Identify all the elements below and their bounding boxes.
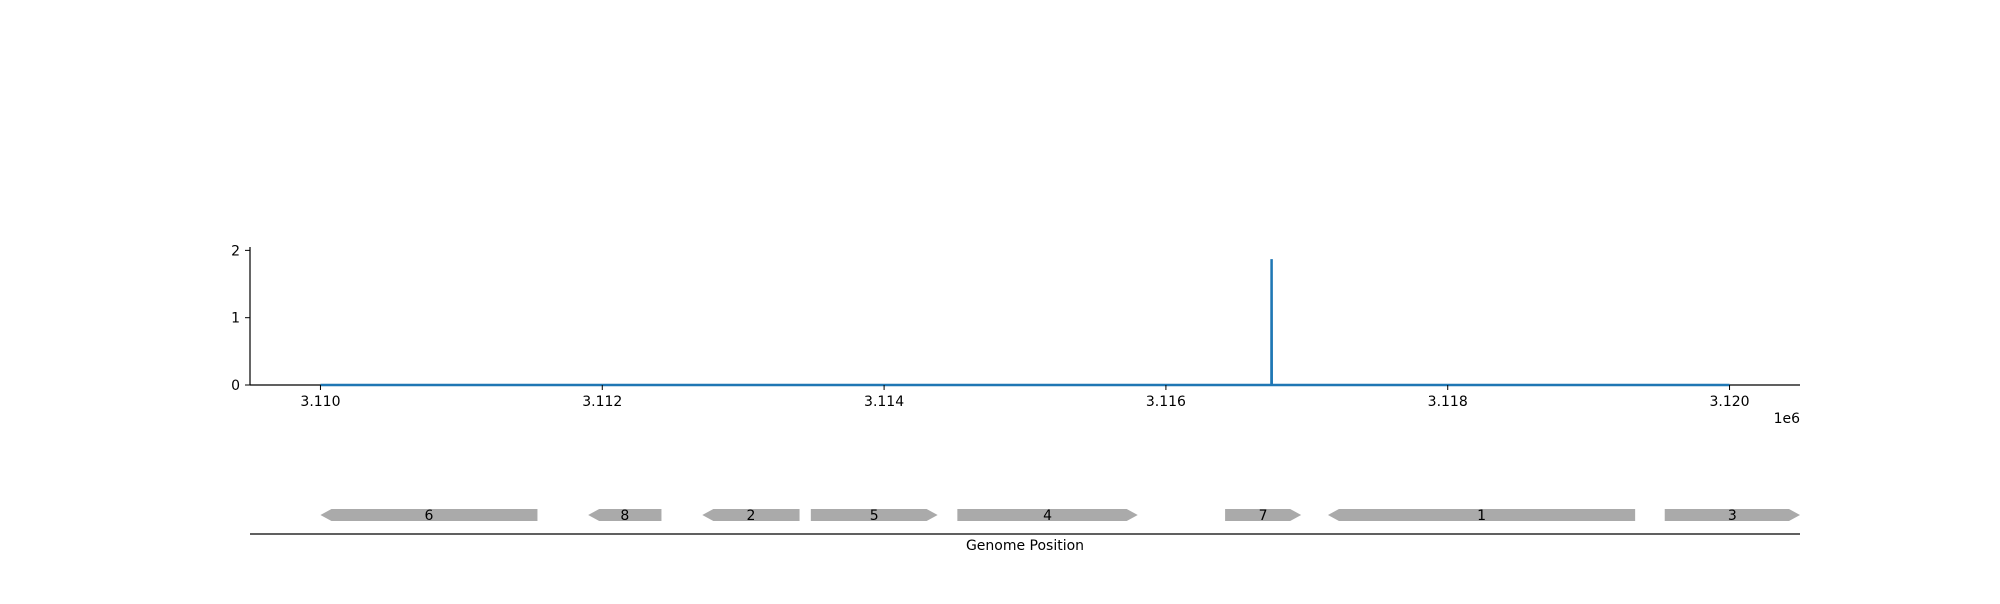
gene-label: 1 (1477, 508, 1486, 524)
gene-arrow (1664, 509, 1800, 521)
x-axis-offset-label: 1e6 (1774, 411, 1801, 427)
y-tick-label: 1 (231, 311, 240, 327)
x-tick-label: 3.116 (1146, 394, 1186, 410)
gene-track-xlabel: Genome Position (966, 538, 1084, 554)
gene-arrow (1327, 509, 1636, 521)
gene-label: 7 (1259, 508, 1268, 524)
gene-label: 5 (870, 508, 879, 524)
x-tick-label: 3.112 (582, 394, 622, 410)
x-tick-label: 3.120 (1709, 394, 1749, 410)
x-tick-label: 3.114 (864, 394, 904, 410)
gene-arrow (810, 509, 938, 521)
x-tick-label: 3.110 (300, 394, 340, 410)
coverage-series-line (320, 259, 1730, 387)
gene-arrow (320, 509, 538, 521)
gene-track: 6 8 2 5 4 7 1 3 (250, 508, 1800, 535)
x-tick-label: 3.118 (1428, 394, 1468, 410)
gene-arrow (1225, 509, 1302, 521)
gene-arrow (957, 509, 1138, 521)
gene-label: 3 (1728, 508, 1737, 524)
y-tick-label: 2 (231, 243, 240, 259)
gene-arrow (702, 509, 800, 521)
x-axis-ticks: 3.110 3.112 3.114 3.116 3.118 3.120 (300, 385, 1750, 410)
gene-arrow (588, 509, 662, 521)
coverage-plot (249, 247, 1800, 387)
y-axis-ticks: 0 1 2 (231, 243, 250, 394)
gene-label: 2 (746, 508, 755, 524)
gene-label: 6 (424, 508, 433, 524)
gene-label: 8 (620, 508, 629, 524)
gene-label: 4 (1043, 508, 1052, 524)
y-tick-label: 0 (231, 378, 240, 394)
